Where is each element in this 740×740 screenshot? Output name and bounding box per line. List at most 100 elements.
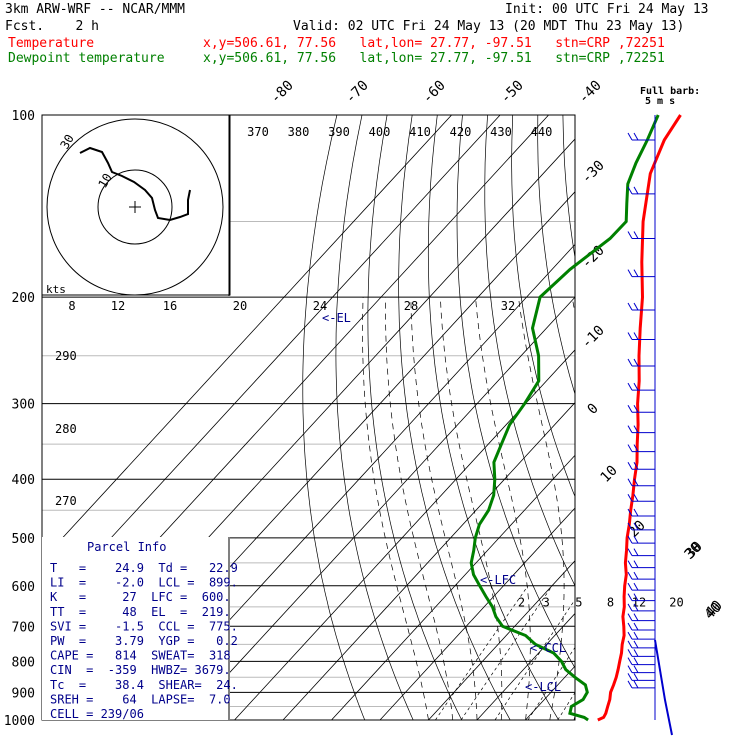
temperature-tick-label: 10 xyxy=(598,463,621,486)
temperature-tick-label: -70 xyxy=(343,78,372,107)
wind-barb xyxy=(633,522,639,531)
hodograph-ring-outer xyxy=(46,118,224,296)
dry-adiabat xyxy=(456,115,575,669)
wind-barb xyxy=(633,613,639,621)
mixing-ratio-label: 2 xyxy=(518,596,525,610)
pressure-tick-label: 300 xyxy=(12,398,35,413)
mixing-ratio-line xyxy=(435,585,529,720)
isotherm-line xyxy=(720,115,740,720)
wind-barb xyxy=(633,231,639,239)
parcel-row: CELL = 239/06 xyxy=(50,707,144,721)
isotherm-line xyxy=(42,115,501,614)
parcel-row: SVI = -1.5 CCL = 775. xyxy=(50,619,238,633)
mixing-ratio-label: 20 xyxy=(669,596,683,610)
level-marker: <-LFC xyxy=(480,573,516,587)
wind-barb xyxy=(627,622,633,631)
mixing-ratio-line xyxy=(494,599,575,720)
wind-barb-cluster xyxy=(654,639,673,736)
wind-barb xyxy=(633,649,639,657)
speed-tick-label: 16 xyxy=(163,299,177,313)
moist-adiabat xyxy=(439,297,503,720)
parcel-row: T = 24.9 Td = 22.9 xyxy=(50,561,238,575)
hodograph-kts-label: kts xyxy=(46,283,66,296)
wind-barb xyxy=(627,673,633,681)
mixing-ratio-label: 3 xyxy=(543,596,550,610)
wind-barb xyxy=(627,582,633,591)
dewpoint-profile xyxy=(469,114,660,722)
parcel-row: SREH = 64 LAPSE= 7.0 xyxy=(50,692,231,706)
hodograph-ring-inner xyxy=(97,169,173,245)
wind-barb xyxy=(633,508,639,517)
parcel-row: CIN = -359 HWBZ= 3679. xyxy=(50,663,231,677)
speed-tick-label: 24 xyxy=(313,299,327,313)
wind-barb xyxy=(627,560,633,568)
hodograph-ring-label: 10 xyxy=(95,171,114,191)
wind-barb xyxy=(627,186,633,195)
wind-barb xyxy=(627,231,633,239)
wind-barb xyxy=(627,680,633,689)
pressure-tick-label: 400 xyxy=(12,473,35,488)
parcel-info-box: Parcel Info T = 24.9 Td = 22.9LI = -2.0 L… xyxy=(42,537,238,721)
isotherm-line xyxy=(671,115,740,720)
dry-adiabat xyxy=(689,115,740,733)
wind-axis-label: 40 xyxy=(702,600,725,623)
wind-barb xyxy=(627,603,633,612)
wind-barb xyxy=(633,405,639,413)
moist-adiabat xyxy=(385,297,454,720)
pressure-tick-label: 500 xyxy=(12,532,35,547)
wind-barb xyxy=(633,593,639,601)
wind-barb xyxy=(627,593,633,601)
parcel-row: TT = 48 EL = 219. xyxy=(50,605,231,619)
speed-tick-label: 28 xyxy=(404,299,418,313)
wind-barb xyxy=(633,571,639,580)
parcel-row: K = 27 LFC = 600. xyxy=(50,590,231,604)
isotherm-line xyxy=(42,115,452,561)
wind-barb xyxy=(627,494,633,502)
moist-adiabat xyxy=(671,297,740,720)
isotherm-line xyxy=(185,296,575,720)
wind-barb xyxy=(627,358,633,367)
dry-adiabat xyxy=(367,115,463,720)
mixing-ratio-label: 8 xyxy=(607,596,614,610)
wind-barb xyxy=(627,405,633,413)
theta-label: 270 xyxy=(55,494,77,508)
wind-barb xyxy=(633,425,639,433)
dry-adiabat xyxy=(427,115,560,720)
wind-barb xyxy=(627,302,633,311)
wind-barb xyxy=(627,657,633,665)
parcel-row: CAPE = 814 SWEAT= 318 xyxy=(50,649,231,663)
hodograph-frame xyxy=(41,114,231,296)
pressure-tick-label: 900 xyxy=(12,686,35,701)
mixing-ratio-label: 12 xyxy=(632,596,646,610)
temperature-tick-label: -40 xyxy=(576,78,605,107)
barb-legend: 5 m s xyxy=(645,96,675,107)
isotherm-line xyxy=(137,243,575,720)
thetae-label: 390 xyxy=(328,125,350,139)
wind-barb xyxy=(627,548,633,556)
wind-barb xyxy=(633,332,639,340)
speed-tick-label: 32 xyxy=(501,299,515,313)
thetae-label: 380 xyxy=(288,125,310,139)
speed-tick-label: 12 xyxy=(111,299,125,313)
wind-barb xyxy=(633,631,639,640)
pressure-tick-label: 1000 xyxy=(4,714,35,729)
hodograph: 30 10 xyxy=(41,114,231,296)
wind-barb xyxy=(627,613,633,621)
dry-adiabat xyxy=(588,115,740,733)
temperature-tick-label: -60 xyxy=(420,78,449,107)
thetae-label: 370 xyxy=(247,125,269,139)
model-title: 3km ARW-WRF -- NCAR/MMM xyxy=(5,2,186,17)
wind-barb xyxy=(633,132,639,141)
thetae-label: 440 xyxy=(531,125,553,139)
speed-tick-label: 20 xyxy=(233,299,247,313)
moist-adiabat xyxy=(647,297,740,720)
isotherm-line xyxy=(623,115,740,720)
isotherm-line xyxy=(234,349,575,720)
wind-barb xyxy=(633,657,639,665)
wind-barb xyxy=(627,571,633,580)
wind-barb xyxy=(627,522,633,531)
wind-barb xyxy=(627,332,633,340)
temperature-tick-label: -50 xyxy=(498,78,527,107)
wind-barb xyxy=(633,358,639,367)
